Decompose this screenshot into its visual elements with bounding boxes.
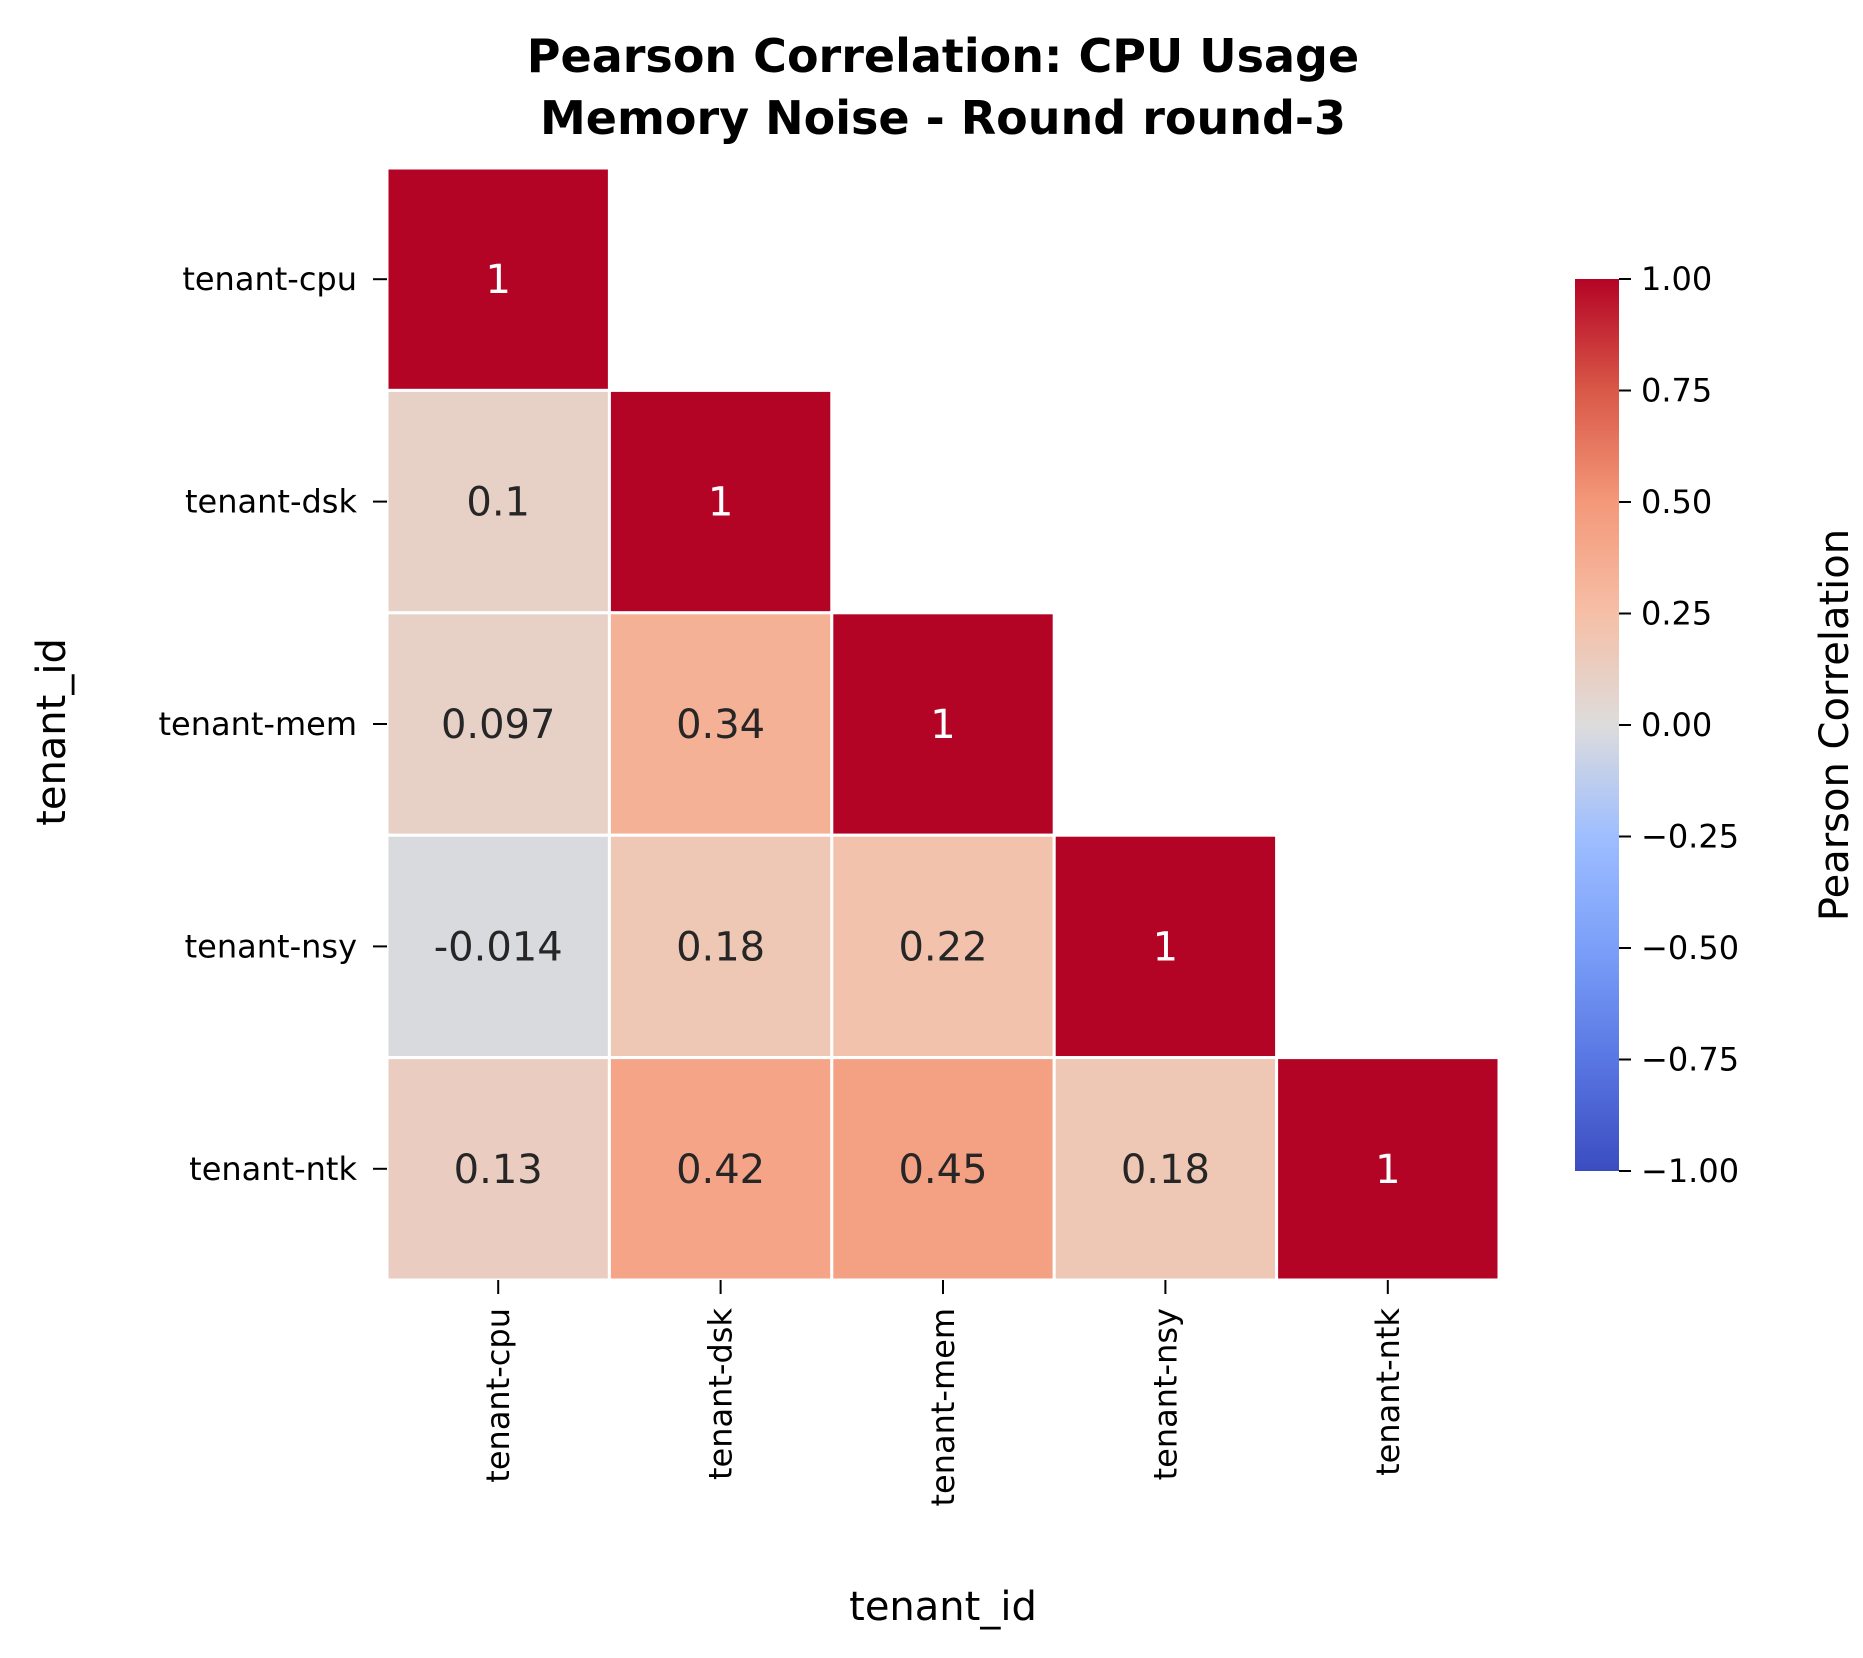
heatmap-cell <box>607 833 834 1060</box>
cell-value-label: 0.42 <box>676 1147 765 1193</box>
cell-value-label: 1 <box>485 257 510 303</box>
cell-value-label: 0.22 <box>898 924 987 970</box>
cell-value-label: -0.014 <box>434 924 563 970</box>
heatmap-cell <box>385 611 611 837</box>
heatmap-cell <box>385 388 611 615</box>
cell-value-label: 0.13 <box>454 1147 543 1193</box>
colorbar-tick-label: 0.50 <box>1641 483 1712 521</box>
x-tick-label: tenant-mem <box>924 1308 962 1507</box>
y-tick-label: tenant-dsk <box>185 483 357 521</box>
heatmap-cell <box>385 166 611 392</box>
chart-title-line-2: Memory Noise - Round round-3 <box>540 91 1346 145</box>
colorbar-tick-label: 0.75 <box>1641 372 1712 410</box>
cell-value-label: 0.097 <box>441 702 556 748</box>
x-tick-label: tenant-nsy <box>1146 1308 1184 1480</box>
heatmap-cell <box>830 1056 1056 1282</box>
colorbar-tick-label: −1.00 <box>1641 1152 1739 1190</box>
colorbar-tick-label: 1.00 <box>1641 260 1712 298</box>
colorbar-tick-label: 0.00 <box>1641 706 1712 744</box>
heatmap-cell <box>1275 1056 1501 1282</box>
y-axis-label: tenant_id <box>29 638 75 826</box>
y-tick-label: tenant-nsy <box>185 927 357 965</box>
cell-value-label: 1 <box>930 702 955 748</box>
heatmap-cell <box>1052 1056 1279 1282</box>
colorbar-gradient <box>1575 279 1619 1171</box>
y-tick-label: tenant-ntk <box>189 1150 357 1188</box>
heatmap-cell <box>1052 833 1279 1060</box>
colorbar-tick-label: −0.25 <box>1641 818 1739 856</box>
colorbar-tick-label: −0.50 <box>1641 929 1739 967</box>
colorbar: 1.00 0.75 0.50 0.25 0.00 −0.25 −0.50 −0.75 −1.00… <box>1575 260 1858 1190</box>
cell-value-label: 1 <box>1153 924 1178 970</box>
colorbar-ticks: 1.00 0.75 0.50 0.25 0.00 −0.25 −0.50 −0.75 −1.00 <box>1619 260 1739 1190</box>
x-tick-label: tenant-dsk <box>702 1308 740 1480</box>
y-tick-label: tenant-cpu <box>182 260 357 298</box>
cell-value-label: 0.45 <box>898 1147 987 1193</box>
x-axis-label: tenant_id <box>849 1584 1037 1630</box>
colorbar-label: Pearson Correlation <box>1812 529 1858 921</box>
heatmap-cell <box>607 1056 834 1282</box>
cell-value-label: 0.34 <box>676 702 765 748</box>
y-axis-ticks: tenant-cpu tenant-dsk tenant-mem tenant-nsy… <box>158 260 387 1188</box>
y-tick-label: tenant-mem <box>158 705 357 743</box>
heatmap-cell <box>607 611 834 837</box>
x-tick-label: tenant-ntk <box>1369 1308 1407 1476</box>
colorbar-tick-label: −0.75 <box>1641 1041 1739 1079</box>
chart-title-line-1: Pearson Correlation: CPU Usage <box>527 29 1359 83</box>
heatmap-cell <box>830 611 1056 837</box>
cell-value-label: 0.18 <box>1121 1147 1210 1193</box>
heatmap-cell <box>607 388 834 615</box>
x-tick-label: tenant-cpu <box>479 1308 517 1483</box>
cell-value-label: 0.1 <box>466 480 530 526</box>
cell-value-label: 1 <box>1375 1147 1400 1193</box>
x-axis-ticks: tenant-cpu tenant-dsk tenant-mem tenant-nsy… <box>479 1280 1407 1507</box>
heatmap-cells: 1 0.1 1 0.097 0.34 1 -0.014 0.18 0.22 1 0.13 0.42 0.… <box>385 166 1501 1282</box>
colorbar-tick-label: 0.25 <box>1641 595 1712 633</box>
cell-value-label: 0.18 <box>676 924 765 970</box>
cell-value-label: 1 <box>708 480 733 526</box>
